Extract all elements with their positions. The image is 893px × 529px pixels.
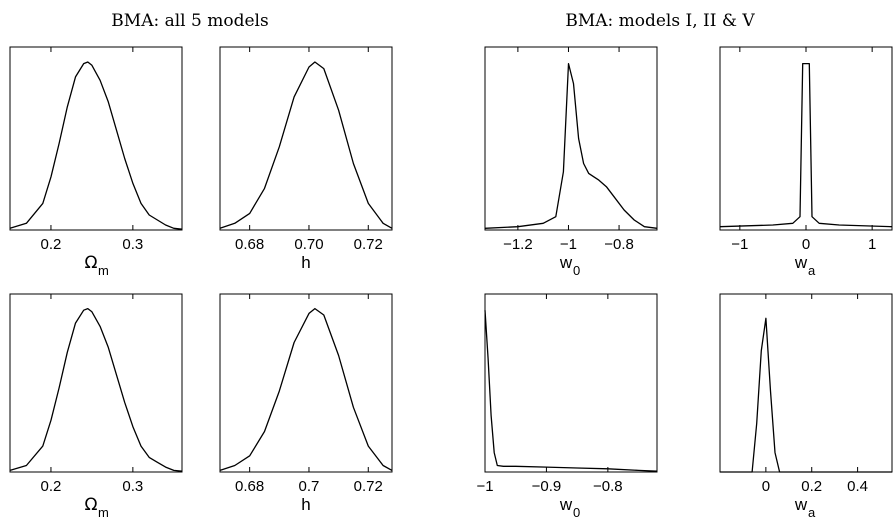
x-tick-label: 0.2 [41,478,62,495]
x-tick-label: 0.68 [235,478,264,495]
x-axis-label: Ω [85,495,98,515]
x-tick-label: 0.3 [122,236,143,253]
x-tick-label: −1 [476,478,493,495]
x-axis-label-subscript: a [808,505,816,520]
x-axis-label: w [559,495,573,514]
density-curve [219,61,393,229]
x-tick-label: 0.4 [847,478,868,495]
x-axis-label: w [794,253,808,272]
right-group-title: BMA: models I, II & V [565,11,755,31]
density-curve [9,61,183,230]
panel-6: 0.68 0.7 0.72 h [219,293,393,514]
axes-frame [719,293,893,473]
panel-7: −1 −0.9 −0.8 w 0 [476,293,658,520]
axes-frame [484,46,658,231]
panel-4: −1 0 1 w a [719,46,893,278]
x-tick-label: −0.8 [604,236,634,253]
x-axis-label-subscript: a [808,263,816,278]
axes-frame [9,293,183,473]
x-tick-label: 0.7 [299,478,320,495]
x-axis-label: h [301,495,310,514]
panels: 0.2 0.3Ω m0.68 0.70 0.72h−1.2 −1 −0.8w 0−1 0 1w a0… [9,46,893,520]
x-axis-label-subscript: m [98,505,109,520]
axes-frame [484,293,658,473]
density-curve [219,307,393,472]
panel-3: −1.2 −1 −0.8 w 0 [484,46,658,278]
axes-frame [219,293,393,473]
density-curve [719,62,893,228]
x-axis-label: w [794,495,808,514]
x-tick-label: 0 [802,236,810,253]
x-tick-label: −1 [560,236,577,253]
x-axis-label-subscript: 0 [573,505,580,520]
x-axis-label: w [559,253,573,272]
panel-8: 0 0.2 0.4 w a [719,293,893,520]
x-axis-label-subscript: 0 [573,263,580,278]
density-curve [720,317,892,473]
x-tick-label: −0.9 [532,478,562,495]
panel-1: 0.2 0.3 Ω m [9,46,183,278]
x-tick-label: 0.72 [354,236,383,253]
panel-2: 0.68 0.70 0.72 h [219,46,393,272]
x-tick-label: 0.2 [801,478,822,495]
density-curve [9,307,183,472]
x-axis-label: h [301,253,310,272]
x-tick-label: 0.72 [354,478,383,495]
axes-frame [9,46,183,231]
x-axis-label: Ω [85,253,98,273]
axes-frame [719,46,893,231]
density-curve [484,310,658,472]
x-axis-label-subscript: m [98,263,109,278]
panel-5: 0.2 0.3 Ω m [9,293,183,520]
x-tick-label: 0.2 [41,236,62,253]
x-tick-label: 0.68 [235,236,264,253]
axes-frame [219,46,393,231]
x-tick-label: 1 [868,236,876,253]
x-tick-label: −1.2 [503,236,533,253]
x-tick-label: 0.70 [294,236,323,253]
x-tick-label: 0 [762,478,770,495]
x-tick-label: 0.3 [122,478,143,495]
density-curve [484,62,658,229]
left-group-title: BMA: all 5 models [111,11,268,31]
x-tick-label: −1 [731,236,748,253]
x-tick-label: −0.8 [593,478,623,495]
